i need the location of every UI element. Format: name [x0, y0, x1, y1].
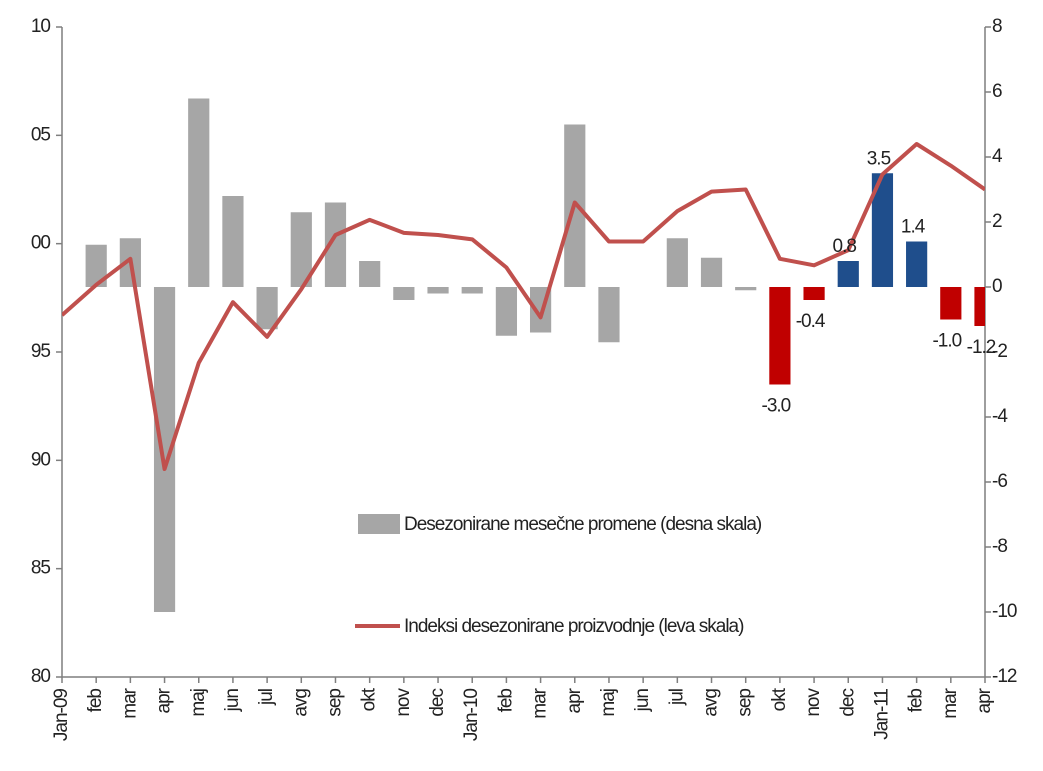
x-tick-label: feb: [906, 689, 927, 713]
bar: [427, 287, 449, 294]
plot-area: [62, 98, 985, 612]
y-tick-label: 10: [31, 16, 51, 37]
bar: [495, 287, 518, 336]
y2-tick-label: -4: [992, 406, 1008, 427]
y2-tick-label: -6: [992, 471, 1007, 492]
y2-tick-label: -8: [992, 536, 1007, 557]
x-tick-label: sep: [324, 689, 345, 717]
bar: [803, 287, 825, 300]
x-tick-label: okt: [359, 687, 380, 711]
x-tick-label: nov: [393, 688, 414, 717]
data-label: 3.5: [867, 148, 891, 169]
y-tick-label: 85: [31, 558, 51, 579]
bar: [974, 287, 985, 326]
y2-tick-label: -10: [992, 601, 1017, 622]
x-tick-label: apr: [974, 687, 995, 713]
x-tick-label: Jan-09: [51, 689, 72, 742]
bar: [700, 257, 723, 287]
y-tick-label: 90: [31, 449, 51, 470]
y-tick-label: 95: [31, 341, 51, 362]
bar: [256, 287, 278, 330]
x-tick-label: mar: [530, 687, 551, 718]
x-tick-label: okt: [769, 687, 790, 711]
x-tick-label: sep: [735, 689, 756, 717]
bar: [188, 98, 210, 287]
x-tick-label: Jan-10: [461, 689, 482, 742]
x-tick-label: avg: [701, 689, 722, 717]
x-tick-label: maj: [598, 689, 619, 717]
bar: [837, 261, 859, 287]
x-tick-label: dec: [427, 689, 448, 717]
x-tick-label: mar: [940, 687, 961, 718]
bar: [359, 261, 381, 287]
bar: [666, 238, 688, 287]
bar: [871, 173, 894, 287]
y2-tick-label: 8: [992, 16, 1002, 37]
bar: [769, 287, 791, 385]
y2-tick-label: 0: [992, 276, 1002, 297]
bar: [153, 287, 176, 612]
line: [62, 142, 985, 471]
data-label: -3.0: [762, 396, 791, 417]
y2-tick-label: -12: [992, 666, 1017, 687]
y-tick-label: 00: [31, 233, 51, 254]
x-tick-label: jul: [256, 689, 277, 706]
bar: [735, 287, 757, 291]
data-label: -1.0: [932, 331, 961, 352]
x-tick-label: jul: [666, 689, 687, 706]
x-tick-label: maj: [188, 689, 209, 717]
x-tick-label: apr: [154, 687, 175, 713]
data-label: -1.2: [967, 337, 996, 358]
bar: [85, 244, 107, 287]
y2-tick-label: 4: [992, 146, 1003, 167]
x-tick-label: dec: [837, 689, 858, 717]
bar: [222, 196, 244, 287]
y2-tick-label: 2: [992, 211, 1002, 232]
x-tick-label: mar: [119, 687, 140, 718]
x-tick-label: avg: [290, 689, 311, 717]
y2-tick-label: -2: [992, 341, 1007, 362]
legend-label: Indeksi desezonirane proizvodnje (leva s…: [404, 616, 744, 637]
y2-tick-label: 6: [992, 81, 1002, 102]
x-tick-label: nov: [803, 688, 824, 717]
bar: [598, 287, 620, 343]
x-tick-label: apr: [564, 687, 585, 713]
y-tick-label: 05: [31, 124, 51, 145]
x-tick-label: feb: [85, 689, 106, 713]
legend-label: Desezonirane mesečne promene (desna skal…: [404, 514, 762, 535]
bar: [393, 287, 415, 300]
bar: [461, 287, 483, 294]
data-label: -0.4: [796, 311, 826, 332]
x-tick-label: jun: [222, 689, 243, 713]
legend-swatch: [358, 514, 400, 534]
bar: [906, 241, 928, 287]
data-label: 0.8: [833, 236, 857, 257]
x-tick-label: Jan-11: [871, 689, 892, 740]
bar: [290, 212, 312, 287]
x-tick-label: feb: [495, 689, 516, 713]
bar: [940, 287, 962, 320]
x-tick-label: jun: [632, 689, 653, 713]
data-label: 1.4: [901, 217, 926, 238]
bar: [324, 202, 347, 287]
y-tick-label: 80: [31, 666, 51, 687]
